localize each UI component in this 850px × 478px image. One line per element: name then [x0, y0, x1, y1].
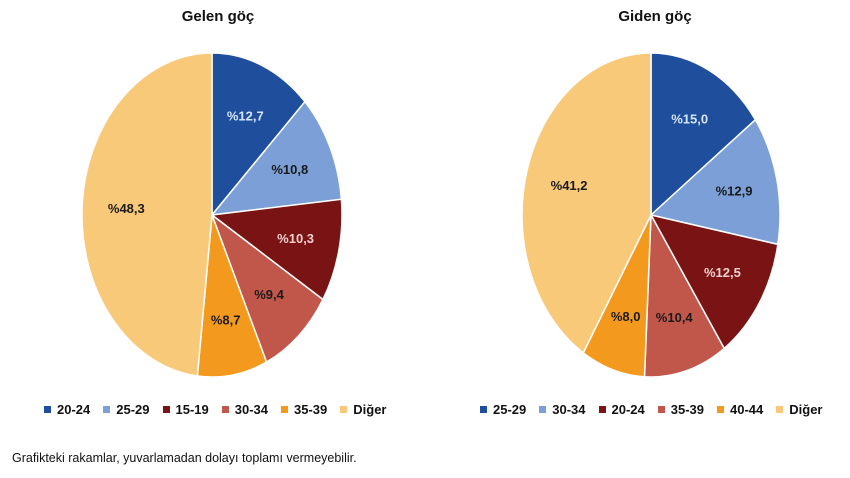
legend-swatch: [340, 406, 348, 413]
chart-title-gelen: Gelen göç: [181, 8, 255, 25]
legend-item: 30-34: [539, 402, 586, 417]
slice-value-label: %8,0: [611, 309, 641, 324]
legend-swatch: [717, 406, 724, 413]
legend-swatch: [480, 406, 487, 413]
slice-value-label: %10,3: [277, 231, 314, 246]
legend-item: 30-34: [221, 402, 268, 417]
legend-item: Diğer: [340, 402, 386, 417]
legend-label: 20-24: [57, 402, 91, 417]
legend-item: 15-19: [162, 402, 209, 417]
legend-swatch: [776, 406, 784, 413]
legend-label: Diğer: [353, 402, 387, 417]
legend-swatch: [103, 406, 111, 413]
legend-swatch: [44, 406, 51, 413]
legend-label: 15-19: [175, 402, 209, 417]
pie-chart-gelen: %12,7 %10,8 %10,3 %9,4 %8,7 %48,3: [81, 52, 343, 378]
slice-value-label: %12,7: [227, 108, 264, 123]
pie-slice-20-24: [649, 213, 779, 350]
legend-gelen: 20-24 25-29 15-19 30-34 35-39 Diğer: [44, 402, 399, 417]
pie-slice-di-er: [81, 52, 213, 377]
pie-slice-30-34: [649, 118, 781, 246]
pie-slice-25-29: [650, 52, 757, 217]
legend-item: 35-39: [281, 402, 327, 417]
slice-value-label: %41,2: [551, 178, 588, 193]
legend-swatch: [657, 406, 665, 413]
legend-label: 25-29: [493, 402, 527, 417]
slice-value-label: %10,4: [656, 310, 694, 325]
pie-slice-35-39: [196, 214, 268, 378]
slice-value-label: %12,9: [716, 183, 753, 198]
slice-value-label: %48,3: [108, 201, 145, 216]
legend-label: 25-29: [116, 402, 150, 417]
chart-title-giden: Giden göç: [618, 8, 692, 25]
pie-slice-15-19: [210, 198, 343, 301]
legend-swatch: [281, 406, 288, 413]
legend-giden: 25-29 30-34 20-24 35-39 40-44 Diğer: [480, 402, 835, 417]
legend-item: 20-24: [44, 402, 90, 417]
legend-item: 25-29: [480, 402, 526, 417]
legend-label: 20-24: [611, 402, 645, 417]
legend-swatch: [221, 406, 229, 413]
pie-chart-giden: %15,0 %12,9 %12,5 %10,4 %8,0 %41,2: [521, 52, 781, 378]
legend-swatch: [539, 406, 547, 413]
pie-slice-20-24: [211, 52, 306, 218]
legend-item: 35-39: [657, 402, 704, 417]
pie-slice-35-39: [643, 212, 726, 378]
legend-label: 35-39: [670, 402, 704, 417]
pie-slice-30-34: [210, 212, 324, 364]
legend-item: 40-44: [717, 402, 763, 417]
legend-swatch: [598, 406, 606, 413]
pie-slice-di-er: [521, 52, 652, 355]
legend-item: 25-29: [103, 402, 150, 417]
legend-label: 40-44: [730, 402, 764, 417]
legend-swatch: [162, 406, 170, 413]
slice-value-label: %8,7: [211, 313, 241, 328]
pie-slice-25-29: [210, 100, 343, 216]
slice-value-label: %10,8: [271, 162, 308, 177]
legend-item: 20-24: [598, 402, 645, 417]
legend-label: Diğer: [789, 402, 823, 417]
footnote: Grafikteki rakamlar, yuvarlamadan dolayı…: [12, 451, 357, 465]
slice-value-label: %9,4: [254, 287, 284, 302]
slice-value-label: %12,5: [704, 265, 741, 280]
legend-label: 35-39: [294, 402, 328, 417]
slice-value-label: %15,0: [671, 112, 708, 127]
legend-item: Diğer: [776, 402, 822, 417]
legend-label: 30-34: [234, 402, 268, 417]
legend-label: 30-34: [552, 402, 586, 417]
